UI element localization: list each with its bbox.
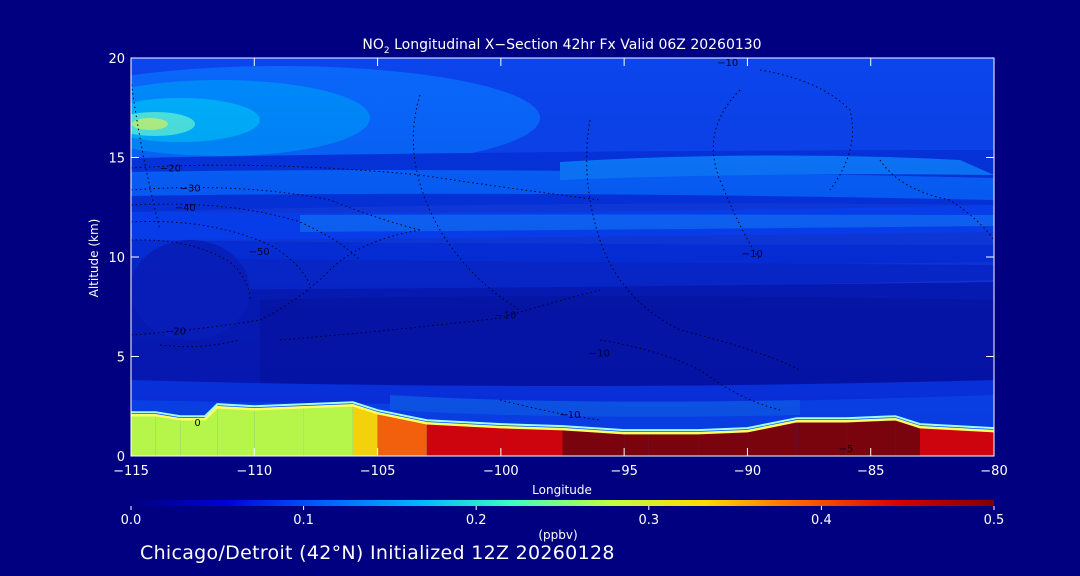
x-tick-label: −95 (610, 464, 637, 479)
colorbar-ticks: 0.0 0.1 0.2 0.3 0.4 0.5 (121, 506, 1005, 528)
contour-label: −30 (180, 183, 201, 194)
surface-concentration-segment (131, 415, 156, 456)
run-info-footer: Chicago/Detroit (42°N) Initialized 12Z 2… (140, 542, 615, 564)
contour-label: −10 (717, 58, 738, 69)
colorbar-tick-label: 0.5 (984, 513, 1005, 528)
x-tick-label: −115 (113, 464, 149, 479)
contour-label: −50 (249, 247, 270, 258)
contour-label: −10 (589, 349, 610, 360)
surface-concentration-segment (796, 421, 847, 456)
contour-label: −40 (175, 203, 196, 214)
colorbar-unit-label: (ppbv) (538, 528, 577, 542)
temperature-contours (131, 69, 994, 421)
x-tick-label: −85 (857, 464, 884, 479)
x-tick-label: −90 (734, 464, 761, 479)
chart-title: NO2 Longitudinal X−Section 42hr Fx Valid… (362, 37, 761, 56)
contour-label: −5 (839, 444, 854, 455)
surface-concentration-segment (426, 423, 501, 456)
title-subscript: 2 (384, 46, 390, 56)
surface-concentration-segment (698, 431, 748, 456)
surface-concentration-segment (624, 433, 649, 456)
surface-concentration-segment (377, 413, 427, 456)
y-tick-label: 15 (108, 152, 125, 167)
contour-label: 0 (194, 418, 200, 429)
contour-label: −10 (559, 410, 580, 421)
y-axis: 0 5 10 15 20 (108, 52, 994, 465)
surface-concentration-segment (303, 405, 353, 456)
surface-concentration-segment (562, 429, 625, 456)
contour-label: −20 (165, 327, 186, 338)
x-axis: −115 −110 −105 −100 −95 −90 −85 −80 (113, 58, 1008, 479)
surface-concentration-segment (846, 419, 896, 456)
surface-concentration-segment (648, 433, 699, 456)
colorbar (131, 500, 994, 506)
surface-concentration-segment (180, 419, 205, 456)
contour-label: −20 (160, 163, 181, 174)
surface-concentration-segment (747, 421, 797, 456)
contour-label: −10 (742, 249, 763, 260)
contour-labels: −20 −30 −40 −50 −20 0 −10 −10 −10 −10 −10 −5 (160, 58, 854, 455)
y-tick-label: 20 (108, 52, 125, 67)
concentration-field (131, 58, 994, 456)
colorbar-tick-label: 0.0 (121, 513, 142, 528)
surface-layer-edge-outer (131, 401, 994, 432)
y-tick-label: 10 (108, 251, 125, 266)
y-tick-label: 0 (117, 450, 125, 465)
title-species: NO (362, 37, 384, 53)
surface-concentration-segment (500, 427, 563, 456)
surface-concentration-segment (155, 415, 181, 456)
surface-concentration-segment (920, 427, 994, 456)
colorbar-tick-label: 0.3 (638, 513, 659, 528)
y-tick-label: 5 (117, 351, 125, 366)
contour-label: −10 (495, 311, 516, 322)
x-tick-label: −105 (360, 464, 396, 479)
x-tick-label: −80 (980, 464, 1007, 479)
x-axis-title: Longitude (532, 483, 592, 497)
surface-concentration-segment (254, 407, 304, 456)
surface-concentration-segment (895, 419, 920, 456)
surface-concentration-segment (352, 405, 378, 456)
surface-layer-edge (131, 404, 994, 435)
colorbar-tick-label: 0.4 (811, 513, 832, 528)
title-rest: Longitudinal X−Section 42hr Fx Valid 06Z… (390, 37, 762, 53)
colorbar-tick-label: 0.1 (293, 513, 314, 528)
x-tick-label: −100 (483, 464, 519, 479)
surface-no2-layer (131, 401, 994, 456)
surface-concentration-segment (205, 407, 218, 456)
surface-concentration-segment (217, 407, 255, 456)
x-tick-label: −110 (236, 464, 272, 479)
y-axis-title: Altitude (km) (87, 219, 101, 298)
colorbar-tick-label: 0.2 (466, 513, 487, 528)
